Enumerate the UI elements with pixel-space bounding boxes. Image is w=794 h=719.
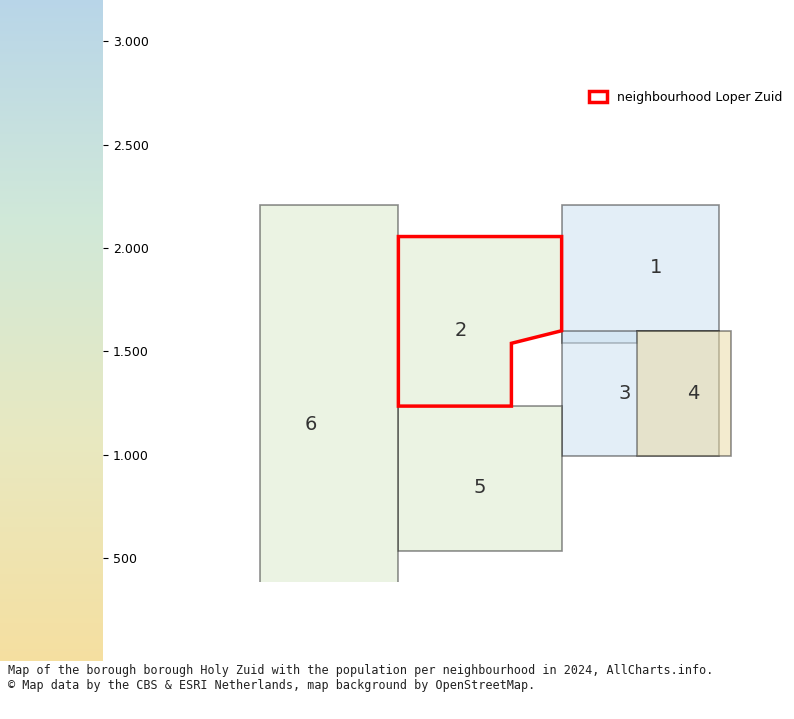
Polygon shape <box>399 237 561 406</box>
Text: 1: 1 <box>649 258 662 278</box>
Text: 4: 4 <box>688 384 700 403</box>
Text: Map of the borough borough Holy Zuid with the population per neighbourhood in 20: Map of the borough borough Holy Zuid wit… <box>8 664 713 692</box>
Polygon shape <box>637 331 731 457</box>
Text: 3: 3 <box>619 384 630 403</box>
Polygon shape <box>260 205 399 595</box>
Text: 5: 5 <box>474 478 486 498</box>
Polygon shape <box>561 205 719 343</box>
Legend: neighbourhood Loper Zuid: neighbourhood Loper Zuid <box>584 86 788 109</box>
Polygon shape <box>399 406 561 551</box>
Text: 6: 6 <box>304 416 317 434</box>
Text: 2: 2 <box>455 321 468 340</box>
Polygon shape <box>561 331 719 457</box>
